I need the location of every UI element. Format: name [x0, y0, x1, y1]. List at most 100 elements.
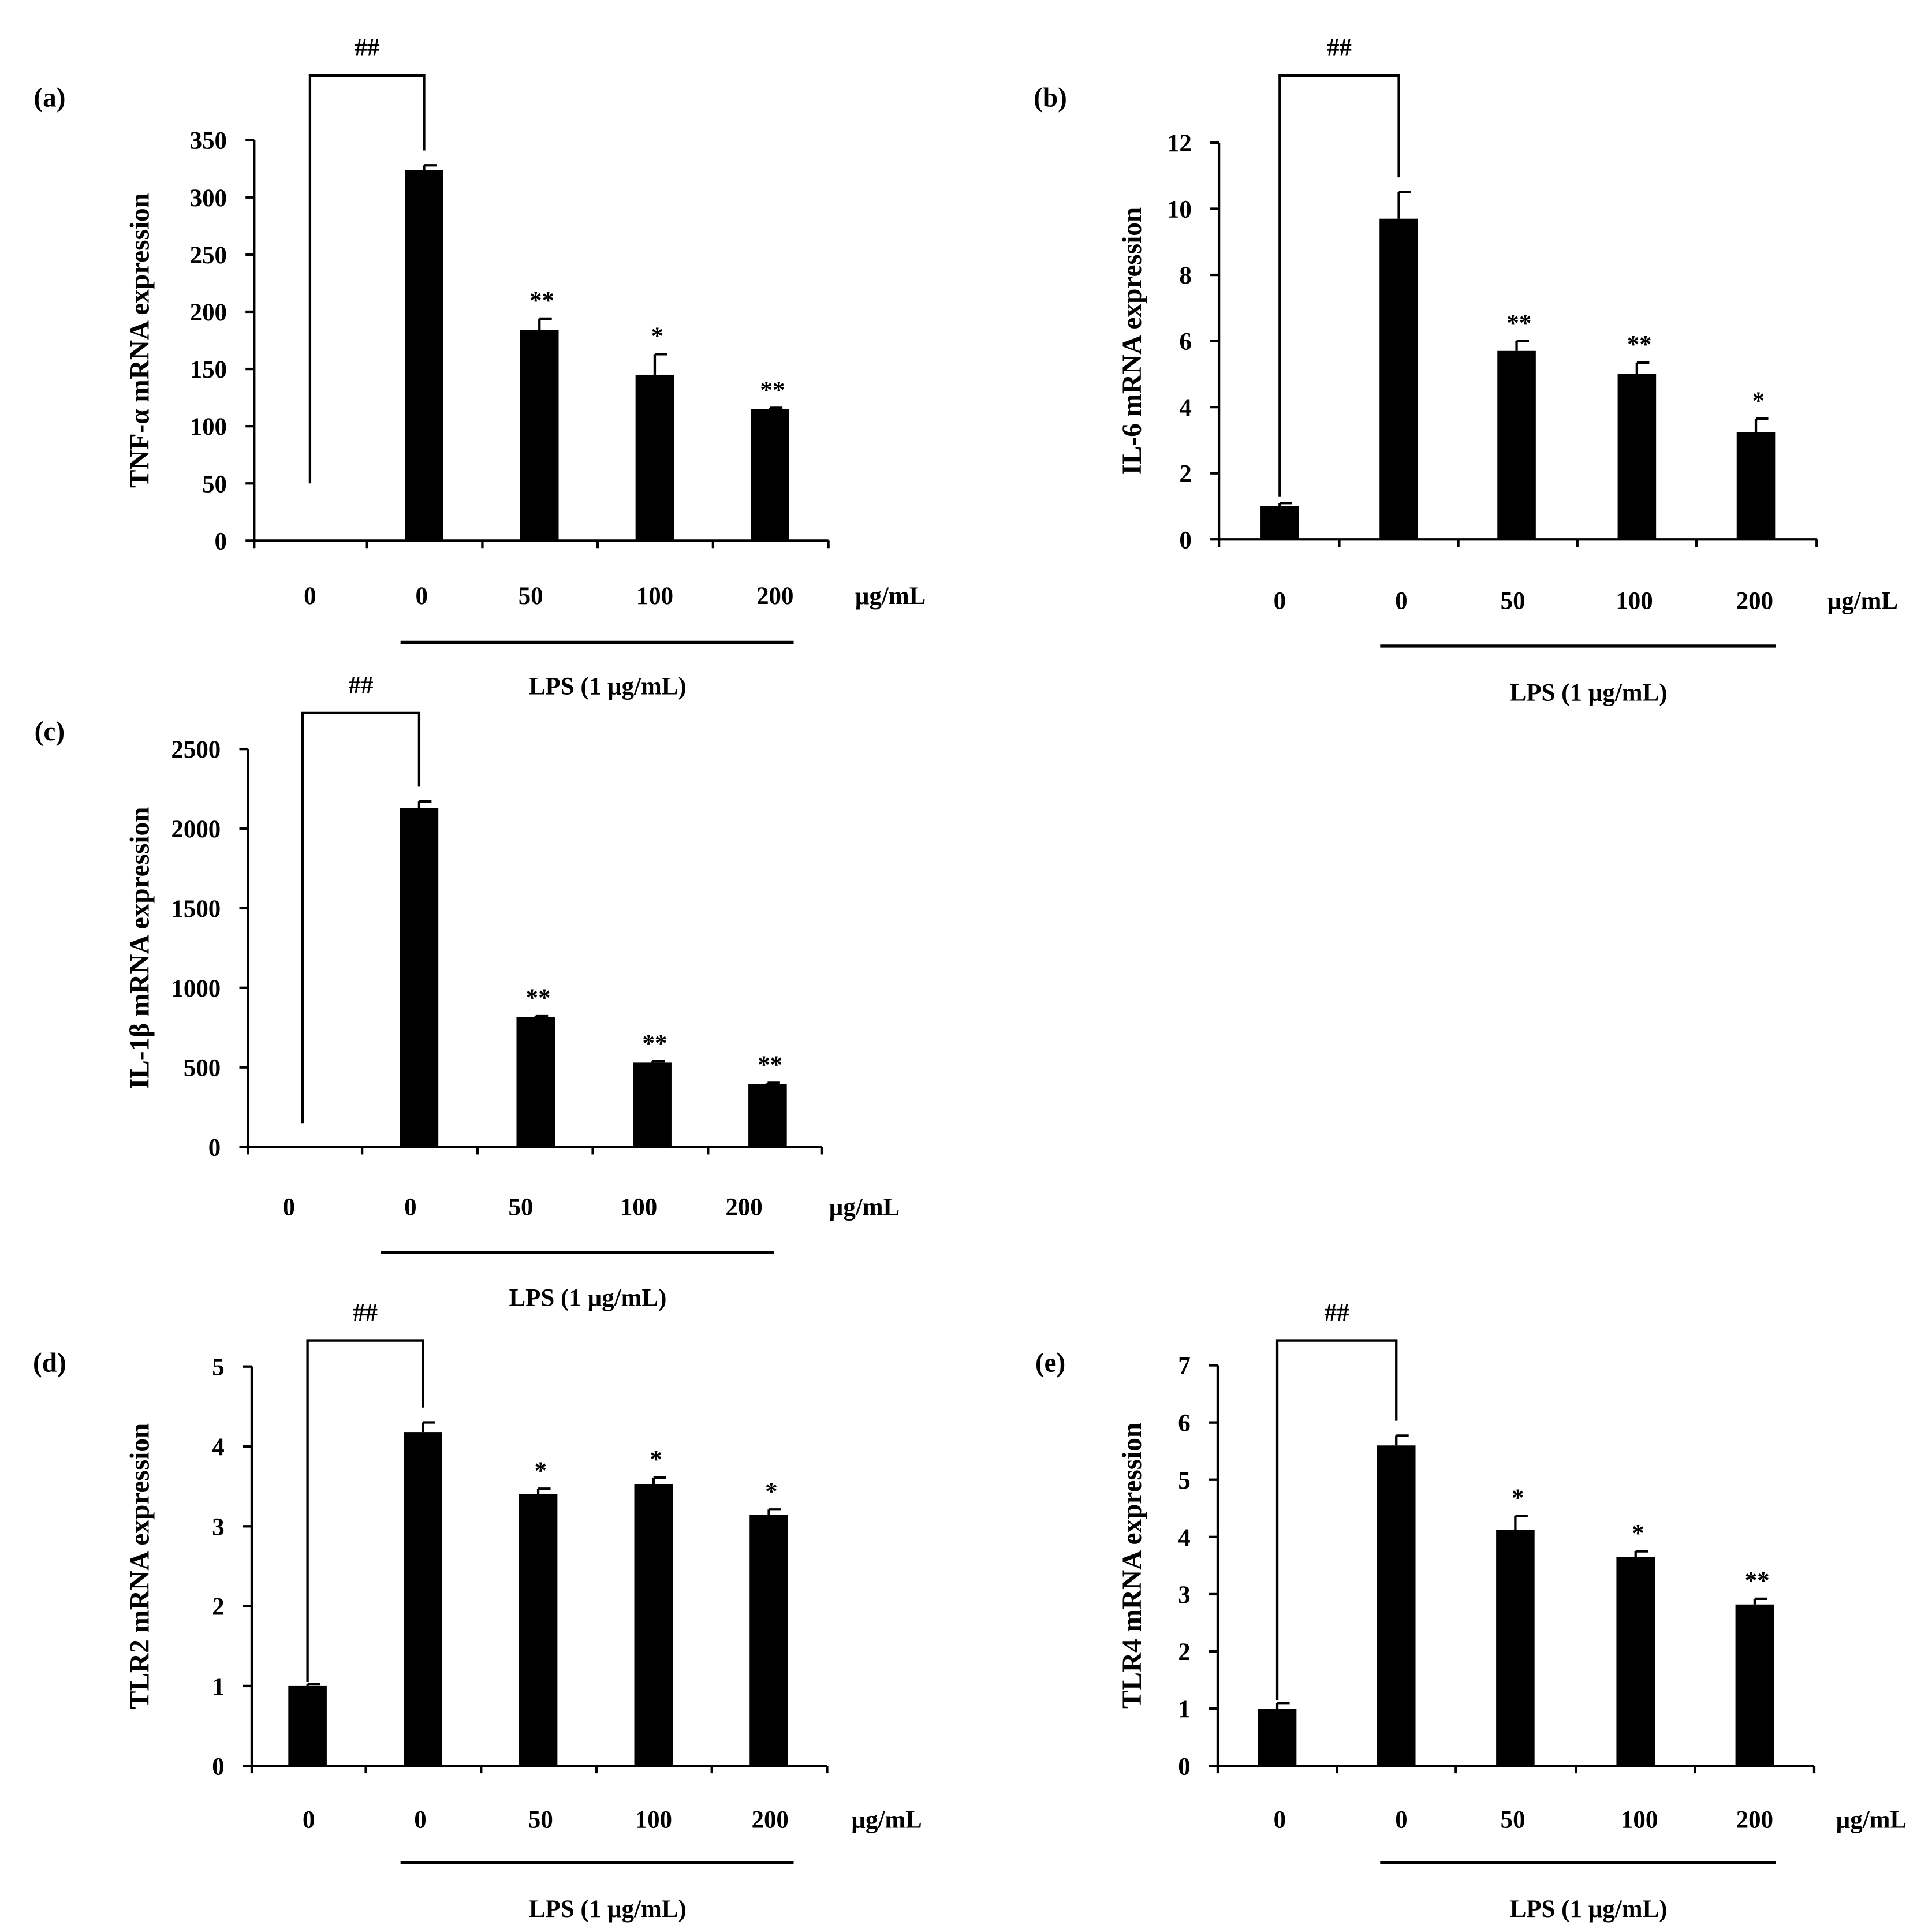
- bar-4: [751, 409, 789, 541]
- panel-d: (d) 0 1 2 3 4 5 TLR2 mRNA expression 0 0 * 50 * 100 * 2…: [33, 1299, 922, 1923]
- significance-mark: *: [765, 1478, 777, 1505]
- x-tick-label: 100: [620, 1194, 657, 1221]
- x-tick-label: 50: [509, 1194, 534, 1221]
- significance-mark: **: [1745, 1568, 1770, 1595]
- x-tick-label: 0: [1274, 587, 1286, 614]
- significance-mark: **: [760, 376, 785, 404]
- y-tick-label: 1000: [171, 975, 221, 1002]
- bar-3: [634, 1483, 673, 1766]
- y-axis-title: IL-1β mRNA expression: [125, 807, 155, 1090]
- x-tick-label: 0: [414, 1807, 426, 1834]
- y-axis-title: TLR2 mRNA expression: [125, 1423, 155, 1709]
- y-tick-label: 500: [184, 1055, 221, 1082]
- significance-mark: **: [758, 1051, 782, 1079]
- bar-4: [749, 1515, 788, 1766]
- lps-group-label: LPS (1 µg/mL): [529, 673, 687, 700]
- x-tick-label: 0: [303, 1807, 315, 1834]
- panel-label: (d): [33, 1348, 66, 1378]
- significance-mark: *: [651, 323, 663, 350]
- x-tick-label: 50: [528, 1807, 553, 1834]
- bar-3: [635, 374, 674, 541]
- panel-a: (a) 0 50 100 150 200 250 300 350 TNF-α mRNA expre…: [33, 35, 926, 700]
- y-tick-label: 0: [1178, 1753, 1190, 1780]
- bar-4: [1736, 432, 1776, 540]
- x-tick-label: 50: [519, 583, 543, 610]
- y-tick-label: 7: [1178, 1353, 1190, 1380]
- significance-bracket: [308, 74, 426, 484]
- significance-mark: *: [1752, 387, 1765, 415]
- x-tick-label: 200: [756, 583, 793, 610]
- bar-2: [519, 1494, 558, 1766]
- x-tick-label: 0: [1274, 1807, 1286, 1834]
- x-tick-label: 100: [635, 1807, 672, 1834]
- y-tick-label: 0: [212, 1753, 224, 1780]
- y-tick-label: 12: [1167, 130, 1192, 157]
- x-tick-label: 0: [283, 1194, 295, 1221]
- y-tick-label: 8: [1179, 262, 1191, 289]
- unit-label: µg/mL: [855, 583, 926, 610]
- x-tick-label: 200: [1736, 1807, 1773, 1834]
- x-tick-label: 100: [636, 583, 673, 610]
- panel-label: (b): [1034, 83, 1067, 113]
- bar-0: [1260, 506, 1299, 540]
- y-tick-label: 4: [1178, 1524, 1190, 1551]
- y-tick-label: 6: [1179, 329, 1191, 356]
- bar-1: [405, 170, 443, 541]
- x-tick-label: 200: [725, 1194, 762, 1221]
- bracket-label: ##: [1327, 35, 1352, 62]
- y-tick-label: 3: [1178, 1582, 1190, 1609]
- lps-group-label: LPS (1 µg/mL): [509, 1284, 667, 1311]
- x-tick-label: 0: [415, 583, 427, 610]
- unit-label: µg/mL: [1827, 587, 1898, 614]
- x-tick-label: 100: [1621, 1807, 1658, 1834]
- bar-3: [1616, 1557, 1655, 1766]
- significance-mark: *: [650, 1446, 662, 1474]
- significance-bracket: [301, 711, 421, 1124]
- y-tick-label: 4: [1179, 394, 1191, 422]
- y-tick-label: 2000: [171, 816, 221, 843]
- bar-1: [1379, 218, 1418, 540]
- bar-2: [516, 1017, 555, 1147]
- x-tick-label: 0: [1395, 587, 1407, 614]
- y-tick-label: 1: [1178, 1696, 1190, 1723]
- x-tick-label: 50: [1501, 587, 1526, 614]
- x-tick-label: 200: [751, 1807, 788, 1834]
- y-tick-label: 6: [1178, 1410, 1190, 1437]
- bar-2: [520, 330, 559, 541]
- bar-4: [1735, 1604, 1774, 1766]
- y-tick-label: 2500: [171, 736, 221, 763]
- bar-0: [288, 1685, 327, 1766]
- significance-mark: *: [1632, 1520, 1644, 1547]
- bracket-label: ##: [353, 1299, 378, 1326]
- panel-label: (c): [35, 717, 65, 747]
- y-tick-label: 200: [190, 299, 227, 326]
- y-tick-label: 250: [190, 242, 227, 269]
- y-tick-label: 0: [215, 528, 227, 555]
- y-tick-label: 350: [190, 128, 227, 155]
- panel-e: (e) 0 1 2 3 4 5 6 7 TLR4 mRNA expression 0 0 * 50 * 100…: [1035, 1299, 1907, 1923]
- bar-3: [1617, 374, 1657, 540]
- x-tick-label: 0: [304, 583, 316, 610]
- significance-mark: **: [1627, 331, 1652, 359]
- y-tick-label: 2: [1179, 461, 1191, 488]
- y-tick-label: 100: [190, 413, 227, 441]
- panel-label: (a): [33, 83, 65, 113]
- significance-bracket: [1275, 1339, 1398, 1700]
- y-axis-title: TLR4 mRNA expression: [1117, 1423, 1147, 1709]
- y-tick-label: 2: [1178, 1639, 1190, 1666]
- bracket-label: ##: [1325, 1299, 1349, 1326]
- y-tick-label: 10: [1167, 196, 1192, 223]
- lps-group-label: LPS (1 µg/mL): [1510, 1896, 1668, 1923]
- unit-label: µg/mL: [829, 1194, 900, 1221]
- x-tick-label: 200: [1736, 587, 1773, 614]
- bar-1: [1377, 1445, 1416, 1766]
- bar-2: [1497, 350, 1536, 540]
- significance-mark: **: [642, 1030, 667, 1057]
- x-tick-label: 0: [1395, 1807, 1407, 1834]
- bar-4: [748, 1084, 787, 1147]
- significance-mark: *: [1512, 1485, 1524, 1512]
- panel-label: (e): [1035, 1348, 1065, 1378]
- y-tick-label: 4: [212, 1434, 224, 1461]
- y-tick-label: 2: [212, 1594, 224, 1621]
